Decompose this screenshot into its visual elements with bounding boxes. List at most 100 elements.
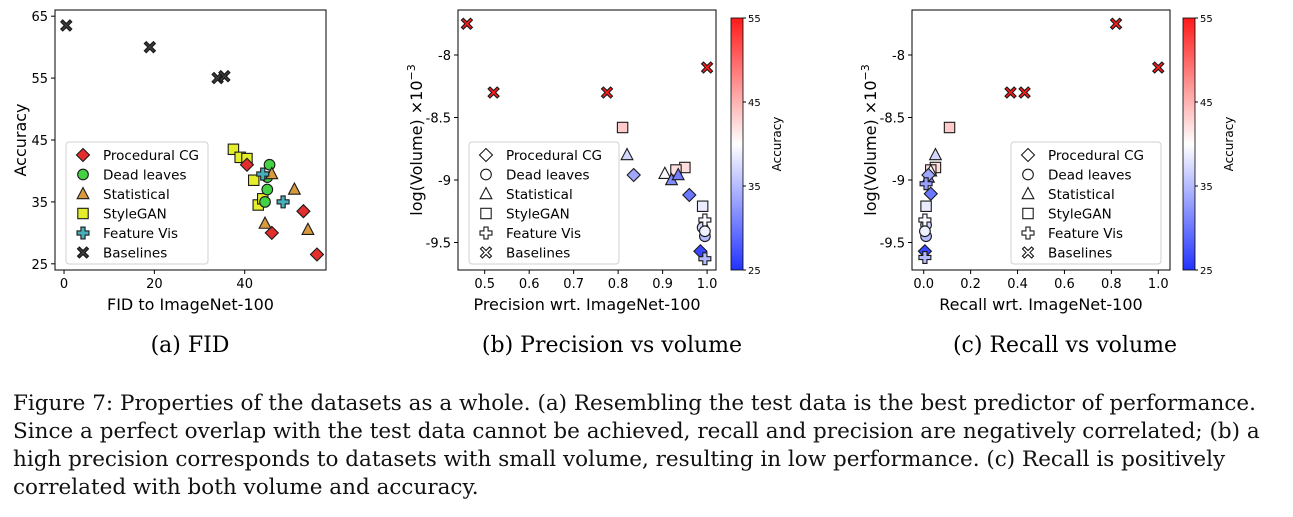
x-axis-label: FID to ImageNet-100 <box>107 295 274 314</box>
data-point <box>59 19 73 32</box>
data-points <box>460 17 714 266</box>
legend-marker <box>77 207 89 220</box>
chart-panel: 0.0 0.2 0.4 0.6 0.8 1.0 -8 -8.5 -9 -9.5 Recall wrt… <box>859 9 1171 314</box>
x-tick-label: 0.6 <box>1054 277 1075 292</box>
y-tick-label: 45 <box>31 134 48 149</box>
legend-label: Feature Vis <box>1048 226 1123 242</box>
data-point <box>1018 86 1031 99</box>
legend-label: Procedural CG <box>1048 148 1144 164</box>
legend-label: Statistical <box>1048 187 1115 203</box>
x-axis-label: Precision wrt. ImageNet-100 <box>473 295 700 314</box>
legend-label: StyleGAN <box>103 207 167 223</box>
data-point <box>261 183 274 196</box>
subcaption: (a) FID <box>151 333 230 358</box>
legend-marker <box>77 168 89 181</box>
legend-marker <box>1022 168 1034 181</box>
y-tick-label: -9.5 <box>426 237 451 252</box>
colorbar-tick-label: 45 <box>748 98 761 109</box>
caption-line: high precision corresponds to datasets w… <box>13 447 1226 472</box>
data-point <box>600 86 614 99</box>
legend-label: Procedural CG <box>103 148 199 164</box>
legend-label: Dead leaves <box>103 168 187 184</box>
legend-label: Dead leaves <box>1048 168 1132 184</box>
colorbar-tick-label: 35 <box>748 182 761 193</box>
data-point <box>696 200 709 213</box>
colorbar-gradient <box>1182 17 1196 271</box>
data-point <box>1151 61 1165 74</box>
data-point <box>923 186 939 202</box>
legend: Procedural CG Dead leaves Statistical Style… <box>1010 141 1162 265</box>
legend-label: Dead leaves <box>506 168 590 184</box>
legend-label: StyleGAN <box>506 207 570 223</box>
y-tick-label: 25 <box>31 258 48 273</box>
caption-line: correlated with both volume and accuracy… <box>13 475 479 500</box>
data-point <box>263 158 276 171</box>
data-point <box>919 177 933 191</box>
chart-panel: 0.5 0.6 0.7 0.8 0.9 1.0 -8 -8.5 -9 -9.5 Precision … <box>405 9 717 314</box>
data-point <box>256 167 270 181</box>
data-point <box>247 174 260 186</box>
y-tick-label: -9.5 <box>880 237 905 252</box>
data-points <box>917 17 1165 265</box>
data-point <box>218 69 231 83</box>
colorbar-tick-label: 45 <box>1200 98 1213 109</box>
colorbar-tick-label: 25 <box>748 266 761 277</box>
data-point <box>1109 17 1123 31</box>
colorbar-label: Accuracy <box>1222 117 1236 172</box>
data-point <box>920 200 932 213</box>
plot-area <box>457 9 717 271</box>
y-axis-label: log(Volume) ×10−3 <box>859 64 880 215</box>
x-tick-label: 0.4 <box>1007 277 1028 292</box>
figure-caption: Figure 7: Properties of the datasets as … <box>13 390 1285 502</box>
data-point <box>487 86 500 99</box>
colorbar-gradient <box>730 17 744 271</box>
data-point <box>296 203 311 219</box>
data-point <box>616 121 629 134</box>
colorbar: 25 35 45 55 Accuracy <box>730 14 784 277</box>
data-point <box>259 196 271 208</box>
y-axis-label: log(Volume) ×10−3 <box>405 64 426 215</box>
data-point <box>309 247 325 262</box>
data-point <box>626 167 641 183</box>
x-tick-label: 0.2 <box>960 277 981 292</box>
data-point <box>264 225 280 241</box>
legend-marker <box>480 168 492 181</box>
legend-marker <box>76 226 90 240</box>
data-point <box>919 225 931 238</box>
legend-marker <box>480 207 492 220</box>
legend-marker <box>1022 207 1034 220</box>
data-point <box>276 195 290 209</box>
x-tick-label: 40 <box>236 277 253 292</box>
legend-marker <box>76 186 90 200</box>
chart-panel: 0 20 40 25 35 45 55 65 FID to ImageNet-100 Accura… <box>11 9 327 314</box>
legend-label: Feature Vis <box>506 226 581 242</box>
data-points <box>59 19 325 262</box>
colorbar: 25 35 45 55 Accuracy <box>1182 14 1236 277</box>
legend-marker <box>479 246 493 259</box>
data-point <box>301 222 315 235</box>
data-point <box>287 181 302 195</box>
x-tick-label: 0.7 <box>563 277 584 292</box>
legend-marker <box>75 147 91 163</box>
y-tick-label: -8 <box>438 49 451 64</box>
data-point <box>239 157 255 173</box>
data-point <box>671 167 685 181</box>
legend-label: Statistical <box>103 187 170 203</box>
x-tick-label: 0.6 <box>519 277 540 292</box>
colorbar-label: Accuracy <box>770 117 784 172</box>
legend-marker <box>1021 246 1035 259</box>
colorbar-tick-label: 55 <box>1200 14 1213 25</box>
subcaption: (c) Recall vs volume <box>953 333 1177 358</box>
legend-label: StyleGAN <box>1048 207 1112 223</box>
data-point <box>227 143 240 156</box>
legend-marker <box>1021 226 1035 240</box>
x-tick-label: 0.8 <box>1101 277 1122 292</box>
x-tick-label: 20 <box>146 277 163 292</box>
y-tick-label: -9 <box>438 174 451 189</box>
y-tick-label: 65 <box>31 10 48 25</box>
x-tick-label: 1.0 <box>1148 277 1169 292</box>
y-tick-label: 35 <box>31 196 48 211</box>
figure-canvas: 0 20 40 25 35 45 55 65 FID to ImageNet-100 Accura… <box>11 9 1236 358</box>
legend-label: Feature Vis <box>103 226 178 242</box>
legend-marker <box>479 186 493 200</box>
